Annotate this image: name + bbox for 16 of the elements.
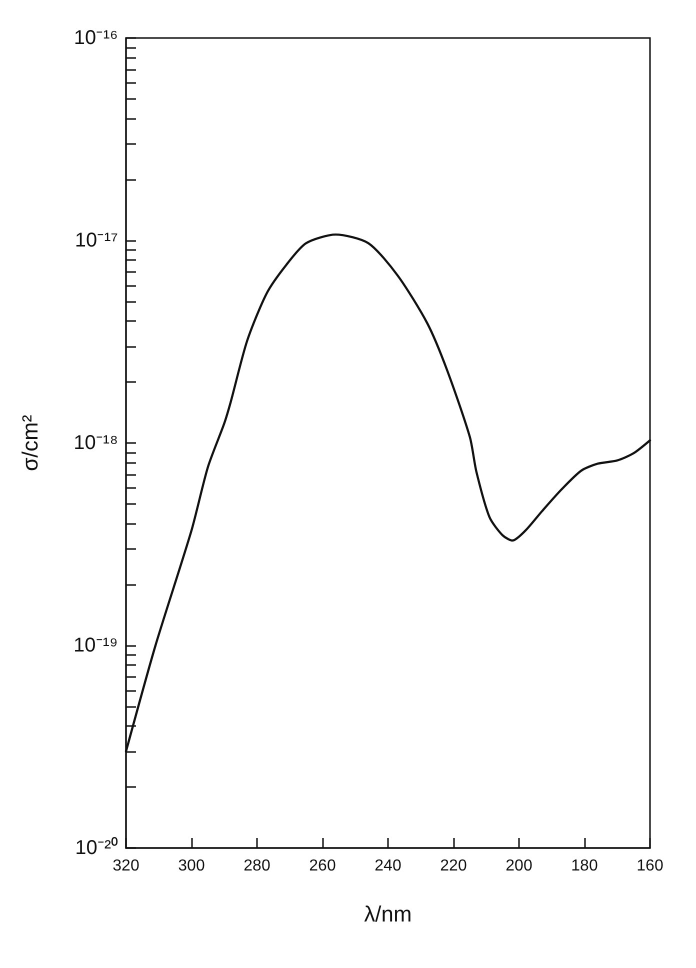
y-tick-label: 10⁻¹⁶ <box>74 27 118 49</box>
x-tick-label: 180 <box>571 858 598 874</box>
x-tick-label: 300 <box>178 858 205 874</box>
x-tick-label: 320 <box>112 858 140 874</box>
x-tick-label: 260 <box>309 858 336 874</box>
y-axis-title: σ/cm² <box>18 414 42 472</box>
x-tick-label: 200 <box>506 858 532 874</box>
x-axis-title: λ/nm <box>364 902 412 926</box>
x-tick-label: 240 <box>374 858 402 874</box>
y-tick-label: 10⁻²⁰ <box>75 836 118 859</box>
y-tick-label: 10⁻¹⁷ <box>74 230 118 252</box>
x-tick-label: 280 <box>244 858 270 874</box>
x-tick-label: 160 <box>636 858 664 874</box>
y-tick-label: 10⁻¹⁸ <box>74 432 118 454</box>
x-tick-label: 220 <box>440 858 467 874</box>
y-tick-label: 10⁻¹⁹ <box>74 634 118 656</box>
